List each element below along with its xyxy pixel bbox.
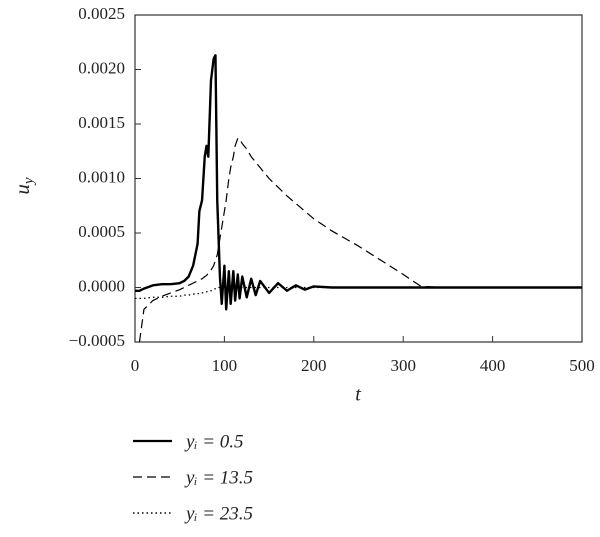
y-tick-label: 0.0000 (78, 276, 125, 295)
series-line (135, 286, 582, 300)
y-tick-label: 0.0015 (78, 113, 125, 132)
legend-label: yᵢ = 0.5 (184, 431, 244, 452)
series-line (135, 54, 582, 311)
y-tick-label: −0.0005 (69, 331, 125, 350)
y-axis-label: uy (10, 177, 38, 195)
y-tick-label: 0.0020 (78, 58, 125, 77)
y-tick-label: 0.0010 (78, 167, 125, 186)
series-line (138, 137, 582, 343)
x-tick-label: 100 (212, 356, 238, 375)
x-tick-label: 400 (480, 356, 506, 375)
legend-label: yᵢ = 13.5 (184, 467, 253, 488)
y-tick-label: 0.0005 (78, 222, 125, 241)
y-tick-label: 0.0025 (78, 4, 125, 23)
legend-label: yᵢ = 23.5 (184, 503, 253, 524)
y-axis-label-main: u (10, 184, 34, 195)
x-tick-label: 200 (301, 356, 327, 375)
x-tick-label: 0 (131, 356, 140, 375)
x-tick-label: 300 (390, 356, 416, 375)
x-tick-label: 500 (569, 356, 595, 375)
y-axis-label-sub: y (21, 177, 37, 186)
x-axis-label: t (355, 384, 361, 406)
